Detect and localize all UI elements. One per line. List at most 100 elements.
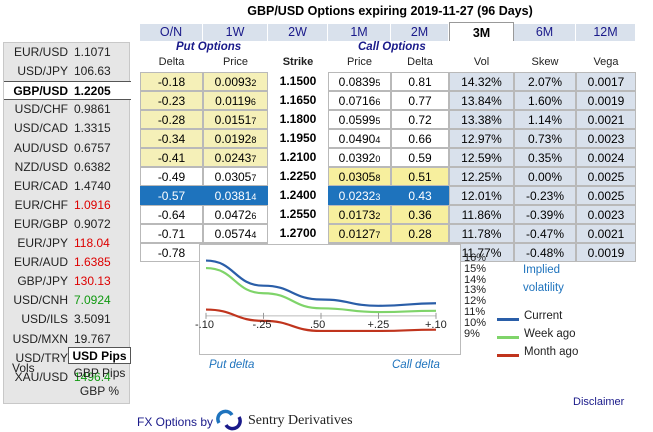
disclaimer-link[interactable]: Disclaimer (573, 396, 625, 408)
price-pip-digit: 2 (375, 211, 381, 221)
currency-pair-eur-jpy[interactable]: EUR/JPY 118.04 (4, 234, 131, 253)
currency-pair-nzd-usd[interactable]: NZD/USD 0.6382 (4, 158, 131, 177)
currency-pair-gbp-jpy[interactable]: GBP/JPY 130.13 (4, 272, 131, 291)
table-row[interactable]: -0.49 0.03057 1.2250 0.03058 0.51 12.25% 0.00%… (140, 167, 636, 186)
pair-name: USD/TRY (15, 350, 68, 365)
skew-cell: 0.00% (514, 167, 576, 186)
header-skew: Skew (531, 56, 559, 68)
currency-pair-usd-cnh[interactable]: USD/CNH 7.0924 (4, 291, 131, 310)
vol-cell: 11.86% (449, 205, 514, 224)
pair-name: USD/MXN (12, 331, 68, 346)
pair-name: EUR/JPY (17, 236, 68, 250)
call-price-cell: 0.03058 (328, 167, 391, 186)
y-tick-label: 14% (464, 273, 487, 286)
pair-rate: 0.9072 (74, 216, 111, 231)
strike-cell: 1.2100 (279, 150, 317, 164)
pair-rate: 130.13 (74, 274, 111, 289)
call-price-cell: 0.04904 (328, 129, 391, 148)
pair-rate: 3.5091 (74, 312, 111, 327)
pair-rate: 1.1071 (74, 45, 111, 59)
skew-cell: -0.47% (514, 224, 576, 243)
put-delta-cell: -0.64 (140, 205, 203, 224)
put-delta-cell: -0.18 (140, 72, 203, 91)
put-options-heading: Put Options (176, 41, 242, 53)
pair-rate: 0.6757 (74, 140, 111, 155)
currency-pair-eur-chf[interactable]: EUR/CHF 1.0916 (4, 196, 131, 215)
vol-unit-option-gbp-pips[interactable]: GBP Pips (73, 366, 126, 380)
call-price-cell: 0.02323 (328, 186, 391, 205)
price-pip-digit: 5 (375, 78, 381, 88)
skew-cell: -0.48% (514, 243, 576, 262)
currency-pair-usd-chf[interactable]: USD/CHF 0.9861 (4, 100, 131, 119)
vega-cell: 0.0021 (576, 224, 636, 243)
header-vega: Vega (593, 56, 619, 68)
call-delta-cell: 0.36 (391, 205, 449, 224)
tab-12m[interactable]: 12M (576, 24, 636, 41)
pair-rate: 19.767 (74, 331, 111, 346)
currency-pair-gbp-usd[interactable]: GBP/USD 1.2205 (4, 81, 131, 101)
put-price-cell: 0.03057 (203, 167, 268, 186)
legend-label: Week ago (524, 328, 576, 340)
currency-pair-eur-usd[interactable]: EUR/USD 1.1071 (4, 43, 131, 62)
call-delta-cell: 0.66 (391, 129, 449, 148)
skew-cell: 1.60% (514, 91, 576, 110)
currency-pair-usd-ils[interactable]: USD/ILS 3.5091 (4, 310, 131, 329)
legend-label: Current (524, 310, 563, 322)
currency-pair-usd-cad[interactable]: USD/CAD 1.3315 (4, 119, 131, 138)
vega-cell: 0.0023 (576, 129, 636, 148)
price-main: 0.0119 (215, 94, 251, 108)
table-row[interactable]: -0.41 0.02437 1.2100 0.03920 0.59 12.59% 0.35%… (140, 148, 636, 167)
price-main: 0.0232 (338, 189, 376, 203)
tab-2m[interactable]: 2M (391, 24, 449, 41)
x-tick-label: -.25 (252, 318, 272, 331)
currency-pair-eur-gbp[interactable]: EUR/GBP 0.9072 (4, 215, 131, 234)
vol-unit-option-gbp[interactable]: GBP % (79, 384, 120, 398)
vol-unit-option-usd-pips[interactable]: USD Pips (68, 347, 131, 364)
table-row[interactable]: -0.28 0.01517 1.1800 0.05995 0.72 13.38% 1.14%… (140, 110, 636, 129)
put-price-cell: 0.04726 (203, 205, 268, 224)
tab-on[interactable]: O/N (140, 24, 203, 41)
currency-pair-aud-usd[interactable]: AUD/USD 0.6757 (4, 139, 131, 158)
x-tick-label: .50 (310, 318, 326, 331)
strike-cell: 1.1950 (279, 131, 317, 145)
tab-6m[interactable]: 6M (514, 24, 576, 41)
currency-pair-usd-jpy[interactable]: USD/JPY 106.63 (4, 62, 131, 81)
vega-cell: 0.0019 (576, 243, 636, 262)
currency-pair-eur-cad[interactable]: EUR/CAD 1.4740 (4, 177, 131, 196)
pair-rate: 1.6385 (74, 255, 111, 270)
price-pip-digit: 0 (375, 154, 381, 164)
put-delta-axis-label: Put delta (209, 359, 255, 371)
table-row[interactable]: -0.64 0.04726 1.2550 0.01732 0.36 11.86% -0.39… (140, 205, 636, 224)
table-row[interactable]: -0.71 0.05744 1.2700 0.01277 0.28 11.78% -0.47… (140, 224, 636, 243)
currency-pair-xau-usd[interactable]: XAU/USD 1496.4 (4, 368, 131, 387)
currency-pair-usd-mxn[interactable]: USD/MXN 19.767 (4, 330, 131, 349)
table-row[interactable]: -0.57 0.03814 1.2400 0.02323 0.43 12.01% -0.23… (140, 186, 636, 205)
put-delta-cell: -0.28 (140, 110, 203, 129)
price-main: 0.0305 (214, 170, 252, 184)
pair-rate: 1.2205 (74, 84, 111, 99)
expiry-tabs: O/N 1W 2W 1M 2M 3M 6M 12M (140, 22, 636, 41)
put-price-cell: 0.03814 (203, 186, 268, 205)
brand-prefix: FX Options by (137, 415, 214, 429)
price-pip-digit: 6 (375, 97, 381, 107)
put-delta-cell: -0.57 (140, 186, 203, 205)
page-title: GBP/USD Options expiring 2019-11-27 (96 … (247, 4, 533, 18)
call-price-cell: 0.01277 (328, 224, 391, 243)
call-delta-cell: 0.72 (391, 110, 449, 129)
table-row[interactable]: -0.34 0.01928 1.1950 0.04904 0.66 12.97% 0.73%… (140, 129, 636, 148)
vol-cell: 11.78% (449, 224, 514, 243)
currency-pair-eur-aud[interactable]: EUR/AUD 1.6385 (4, 253, 131, 272)
vega-cell: 0.0017 (576, 72, 636, 91)
tab-2w[interactable]: 2W (268, 24, 328, 41)
tab-3m[interactable]: 3M (449, 22, 514, 41)
sentry-logo-icon (216, 409, 242, 431)
price-main: 0.0093 (214, 75, 252, 89)
tab-1m[interactable]: 1M (328, 24, 391, 41)
table-row[interactable]: -0.18 0.00932 1.1500 0.08395 0.81 14.32% 2.07%… (140, 72, 636, 91)
header-call-price: Price (346, 56, 373, 68)
tab-1w[interactable]: 1W (203, 24, 268, 41)
series-line-month-ago (205, 308, 437, 333)
price-pip-digit: 4 (251, 230, 257, 240)
vol-cell: 12.25% (449, 167, 514, 186)
table-row[interactable]: -0.23 0.01196 1.1650 0.07166 0.77 13.84% 1.60%… (140, 91, 636, 110)
